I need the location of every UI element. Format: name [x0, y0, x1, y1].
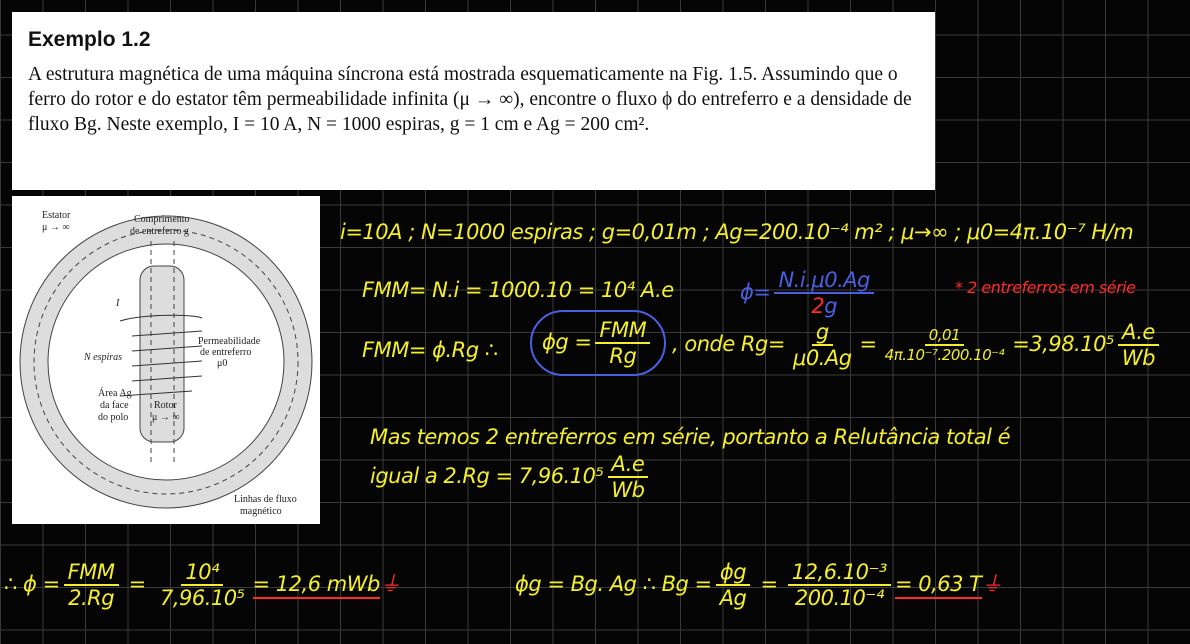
svg-text:Comprimento: Comprimento: [134, 214, 190, 225]
svg-text:Área Ag: Área Ag: [98, 387, 132, 399]
svg-text:N espiras: N espiras: [83, 352, 122, 363]
given-values: i=10A ; N=1000 espiras ; g=0,01m ; Ag=20…: [340, 220, 1134, 244]
flux-formula: ϕ= N.i.μ0.Ag 2g: [740, 268, 878, 318]
red-note: * 2 entreferros em série: [955, 278, 1136, 297]
flux-density-result: ϕg = Bg. Ag ∴ Bg = ϕg Ag = 12,6.10⁻³ 200.10…: [515, 560, 1003, 610]
svg-text:do polo: do polo: [98, 412, 128, 423]
svg-text:da face: da face: [100, 400, 129, 411]
machine-diagram: Estator μ → ∞ Comprimento de entreferro g …: [12, 196, 320, 524]
flux-result: ∴ ϕ = FMM 2.Rg = 10⁴ 7,96.10⁵ = 12,6 mWb⏚: [4, 560, 401, 610]
svg-text:Linhas de fluxo: Linhas de fluxo: [234, 494, 297, 505]
svg-text:μ → ∞: μ → ∞: [42, 222, 70, 233]
svg-text:Rotor: Rotor: [154, 400, 177, 411]
svg-text:Estator: Estator: [42, 210, 71, 221]
svg-text:I: I: [115, 298, 120, 309]
svg-text:de entreferro: de entreferro: [200, 347, 251, 358]
reluctance-calc: , onde Rg= g μ0.Ag = 0,01 4π.10⁻⁷.200.10⁻⁴ =3,…: [672, 320, 1163, 370]
svg-text:μ → ∞: μ → ∞: [152, 412, 180, 423]
svg-text:μ0: μ0: [217, 358, 227, 369]
svg-text:Permeabilidade: Permeabilidade: [198, 336, 261, 347]
total-reluctance-value: igual a 2.Rg = 7,96.10⁵ A.e Wb: [370, 452, 652, 502]
svg-text:de entreferro g: de entreferro g: [130, 226, 189, 237]
example-title: Exemplo 1.2: [28, 28, 151, 51]
fmm-equation: FMM= N.i = 1000.10 = 10⁴ A.e: [362, 278, 674, 302]
circled-flux-formula: ϕg = FMM Rg: [530, 310, 667, 376]
total-reluctance-text: Mas temos 2 entreferros em série, portan…: [370, 425, 1011, 449]
fmm-reluctance: FMM= ϕ.Rg ∴: [362, 338, 498, 362]
svg-text:magnético: magnético: [240, 506, 282, 517]
example-text: A estrutura magnética de uma máquina sín…: [28, 64, 912, 135]
textbook-excerpt: Exemplo 1.2 A estrutura magnética de uma…: [12, 12, 935, 190]
